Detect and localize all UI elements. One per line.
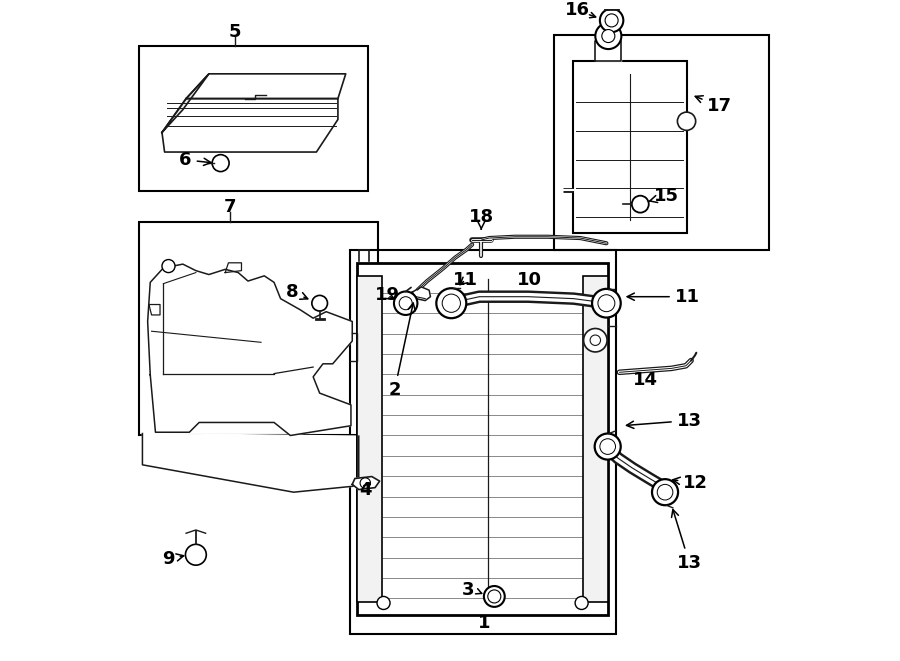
Bar	[583, 276, 608, 602]
Circle shape	[377, 596, 390, 609]
Circle shape	[360, 478, 371, 488]
Polygon shape	[162, 74, 209, 132]
Bar	[572, 61, 687, 233]
Text: 10: 10	[517, 272, 542, 290]
Polygon shape	[162, 98, 338, 152]
Bar	[357, 263, 608, 615]
Text: 19: 19	[375, 286, 400, 305]
Circle shape	[212, 155, 230, 172]
Circle shape	[400, 297, 412, 310]
Circle shape	[583, 329, 607, 352]
Text: 4: 4	[359, 481, 372, 498]
Polygon shape	[412, 287, 430, 301]
Circle shape	[442, 294, 461, 313]
Polygon shape	[595, 41, 621, 61]
Text: 3: 3	[462, 581, 474, 599]
Text: 8: 8	[286, 283, 308, 301]
Text: 7: 7	[223, 198, 236, 216]
Circle shape	[488, 590, 500, 603]
Polygon shape	[148, 264, 352, 436]
Text: 18: 18	[469, 208, 494, 229]
Text: 13: 13	[626, 412, 702, 430]
Circle shape	[162, 260, 175, 272]
Text: 2: 2	[389, 303, 415, 399]
Circle shape	[436, 288, 466, 318]
Text: 15: 15	[648, 187, 679, 206]
Bar	[139, 46, 368, 191]
Text: 6: 6	[179, 151, 211, 169]
Circle shape	[652, 479, 678, 505]
Text: 13: 13	[671, 510, 702, 572]
Polygon shape	[186, 74, 346, 98]
Circle shape	[602, 30, 615, 42]
Circle shape	[598, 295, 615, 312]
Polygon shape	[352, 477, 380, 490]
Text: 14: 14	[633, 371, 658, 389]
Text: 11: 11	[453, 271, 478, 289]
Circle shape	[394, 292, 418, 315]
Circle shape	[678, 112, 696, 130]
Polygon shape	[225, 263, 241, 272]
Text: 1: 1	[478, 613, 491, 631]
Circle shape	[312, 295, 328, 311]
Text: 11: 11	[627, 288, 700, 305]
Text: 9: 9	[162, 551, 184, 568]
Circle shape	[632, 196, 649, 213]
Circle shape	[590, 335, 600, 346]
Text: 17: 17	[696, 96, 733, 116]
Circle shape	[600, 9, 624, 32]
Text: 5: 5	[229, 23, 241, 41]
Polygon shape	[148, 305, 160, 315]
Circle shape	[595, 23, 621, 49]
Circle shape	[484, 586, 505, 607]
Circle shape	[592, 289, 621, 317]
Polygon shape	[142, 434, 359, 492]
Bar	[357, 276, 382, 602]
Bar	[139, 221, 378, 436]
Circle shape	[657, 485, 673, 500]
Circle shape	[185, 544, 206, 565]
Circle shape	[605, 14, 618, 27]
Circle shape	[575, 596, 588, 609]
Circle shape	[600, 439, 616, 454]
Bar	[554, 35, 770, 250]
Circle shape	[595, 434, 621, 459]
Text: 12: 12	[672, 474, 708, 492]
Text: 16: 16	[564, 1, 590, 19]
Bar	[350, 250, 616, 635]
